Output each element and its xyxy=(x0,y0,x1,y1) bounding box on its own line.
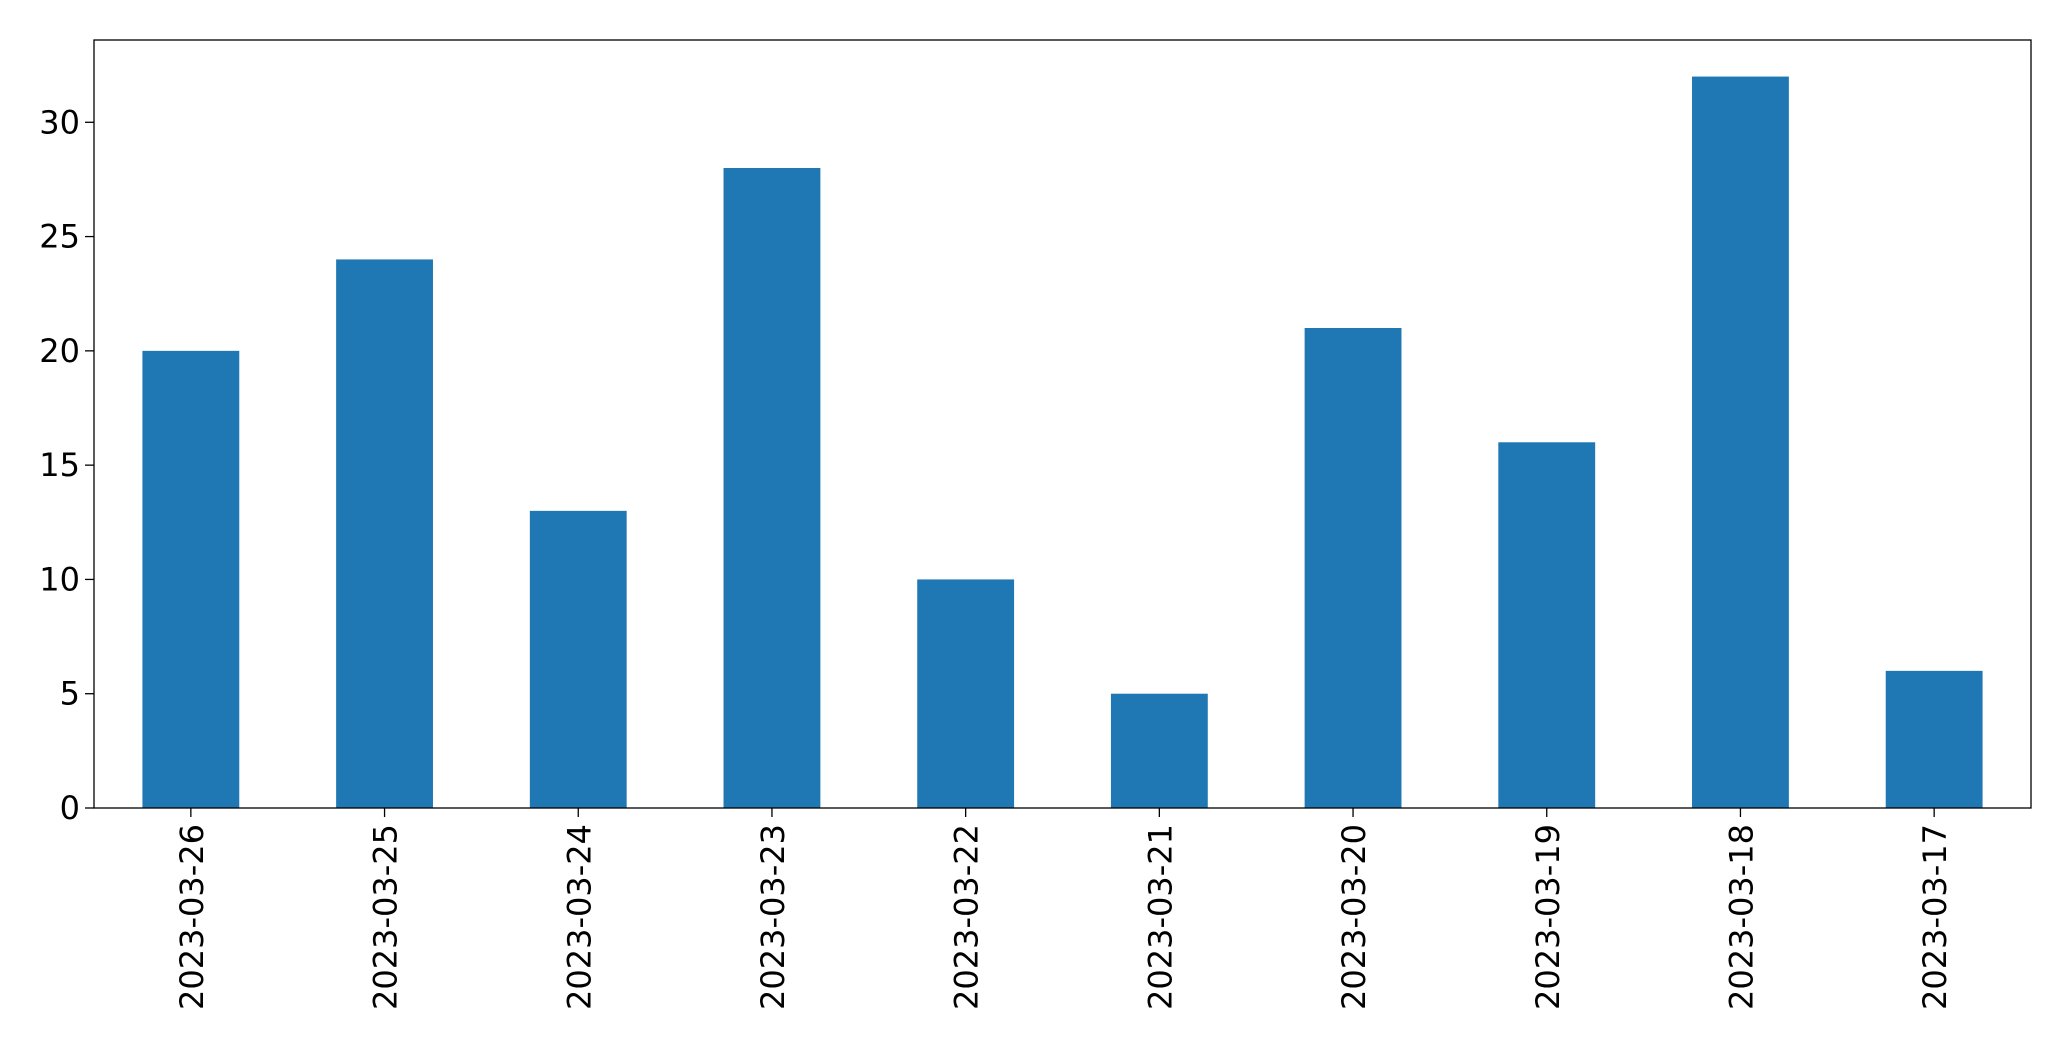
x-tick-label: 2023-03-20 xyxy=(1335,824,1373,1010)
x-tick-label: 2023-03-24 xyxy=(560,824,598,1010)
x-tick-label: 2023-03-22 xyxy=(948,824,986,1010)
bar xyxy=(1110,693,1208,808)
bar xyxy=(1692,76,1789,809)
bar xyxy=(723,168,821,808)
bar xyxy=(529,510,627,808)
x-tick-label: 2023-03-17 xyxy=(1916,824,1954,1010)
bar xyxy=(1498,442,1596,808)
plot-frame xyxy=(93,39,2032,809)
y-tick-label: 15 xyxy=(39,446,80,484)
bar xyxy=(917,579,1015,808)
bar xyxy=(336,259,433,808)
bar xyxy=(1304,328,1402,808)
y-tick-label: 30 xyxy=(39,103,80,141)
x-tick-label: 2023-03-26 xyxy=(173,824,211,1010)
x-tick-label: 2023-03-19 xyxy=(1529,824,1567,1010)
x-tick-label: 2023-03-23 xyxy=(754,824,792,1010)
y-tick-label: 10 xyxy=(39,560,80,598)
y-tick-label: 25 xyxy=(39,218,80,256)
y-tick-label: 5 xyxy=(60,675,80,713)
y-tick-label: 0 xyxy=(60,789,80,827)
x-tick-label: 2023-03-21 xyxy=(1141,824,1179,1010)
y-tick-label: 20 xyxy=(39,332,80,370)
bar xyxy=(142,350,240,808)
bar xyxy=(1885,670,1983,808)
x-tick-label: 2023-03-25 xyxy=(367,824,405,1010)
x-tick-label: 2023-03-18 xyxy=(1722,824,1760,1010)
